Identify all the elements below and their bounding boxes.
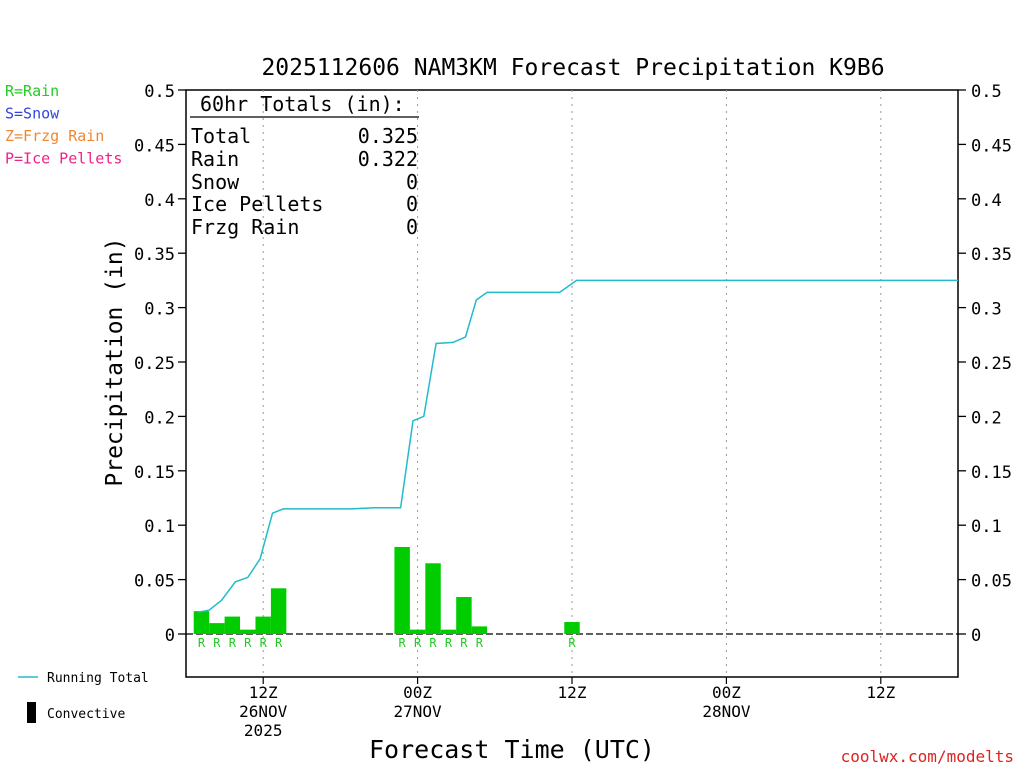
y-ticks-left: 0 0.05 0.1 0.15 0.2 0.25 0.3 0.35 0.4 0.45 0.5 (134, 82, 186, 646)
y-tick-label-right: 0.5 (971, 82, 1002, 102)
precip-bar (193, 611, 210, 634)
legend-item-1: R=Rain (5, 82, 59, 100)
x-axis-label: Forecast Time (UTC) (369, 735, 655, 764)
x-tick-label: 2025 (244, 721, 283, 740)
y-tick-label-left: 0.25 (134, 354, 175, 374)
totals-box: 60hr Totals (in): Total 0.325 Rain 0.322… (190, 92, 419, 239)
precip-bar (394, 546, 410, 634)
y-tick-label-right: 0.4 (971, 191, 1002, 211)
chart-title: 2025112606 NAM3KM Forecast Precipitation… (261, 55, 884, 81)
legend-item-4: P=Ice Pellets (5, 150, 122, 168)
x-tick-label: 12Z (249, 683, 278, 702)
totals-label-ice-pellets: Ice Pellets (191, 192, 323, 216)
totals-label-frzg-rain: Frzg Rain (191, 215, 299, 239)
precip-type-marker: R (476, 636, 484, 650)
y-tick-label-left: 0.4 (144, 191, 175, 211)
convective-legend-label: Convective (47, 707, 125, 722)
precip-bar (209, 623, 225, 634)
y-tick-label-right: 0.15 (971, 463, 1012, 483)
x-tick-label: 00Z (403, 683, 432, 702)
precip-type-marker: R (460, 636, 468, 650)
precip-bar (270, 588, 287, 634)
y-tick-label-left: 0.1 (144, 517, 175, 537)
y-tick-label-right: 0.45 (971, 136, 1012, 156)
y-tick-label-left: 0.45 (134, 136, 175, 156)
x-tick-label: 28NOV (702, 702, 751, 721)
precip-type-marker: R (229, 636, 237, 650)
x-tick-label: 27NOV (394, 702, 443, 721)
precip-type-marker: R (244, 636, 252, 650)
precip-type-legend: R=Rain S=Snow Z=Frzg Rain P=Ice Pellets (5, 82, 122, 168)
x-tick-label: 12Z (866, 683, 895, 702)
precip-bar (224, 616, 241, 634)
y-tick-label-right: 0 (971, 626, 981, 646)
running-total-series (198, 279, 958, 613)
y-tick-label-left: 0.3 (144, 300, 175, 320)
totals-value-rain: 0.322 (358, 147, 418, 171)
precip-type-marker: R (213, 636, 221, 650)
totals-value-frzg-rain: 0 (406, 215, 418, 239)
precip-bar (240, 629, 256, 634)
y-tick-label-right: 0.25 (971, 354, 1012, 374)
y-tick-label-left: 0.5 (144, 82, 175, 102)
precip-bar (564, 622, 580, 634)
y-tick-label-left: 0.15 (134, 463, 175, 483)
precip-bar (409, 629, 426, 634)
precip-type-marker: R (260, 636, 268, 650)
precip-bar (425, 563, 441, 634)
credit-text: coolwx.com/modelts (841, 747, 1014, 766)
precip-type-marker: R (429, 636, 437, 650)
y-tick-label-right: 0.35 (971, 245, 1012, 265)
precip-type-marker: R (399, 636, 407, 650)
convective-legend-swatch (27, 702, 36, 723)
legend-item-3: Z=Frzg Rain (5, 127, 104, 145)
y-axis-label: Precipitation (in) (102, 237, 128, 486)
y-tick-label-right: 0.05 (971, 572, 1012, 592)
precip-type-marker: R (198, 636, 206, 650)
precip-bar (471, 626, 488, 634)
precip-bar (456, 597, 472, 634)
precip-type-marker: R (275, 636, 283, 650)
precip-bar (255, 616, 271, 634)
y-tick-label-left: 0.35 (134, 245, 175, 265)
precip-bar (440, 629, 457, 634)
y-ticks-right: 0 0.05 0.1 0.15 0.2 0.25 0.3 0.35 0.4 0.45 0.5 (958, 82, 1012, 646)
y-tick-label-left: 0.2 (144, 408, 175, 428)
totals-value-total: 0.325 (358, 124, 418, 148)
precip-type-marker: R (414, 636, 422, 650)
x-tick-label: 12Z (558, 683, 587, 702)
running-total-legend-label: Running Total (47, 671, 149, 686)
y-tick-label-right: 0.2 (971, 408, 1002, 428)
y-tick-label-left: 0 (165, 626, 175, 646)
totals-label-total: Total (191, 124, 251, 148)
x-tick-label: 00Z (712, 683, 741, 702)
precip-type-marker: R (445, 636, 453, 650)
legend-item-2: S=Snow (5, 105, 60, 123)
y-tick-label-right: 0.1 (971, 517, 1002, 537)
running-total-line (198, 279, 958, 613)
totals-label-rain: Rain (191, 147, 239, 171)
totals-value-snow: 0 (406, 170, 418, 194)
y-tick-label-left: 0.05 (134, 572, 175, 592)
totals-label-snow: Snow (191, 170, 240, 194)
totals-header: 60hr Totals (in): (200, 92, 405, 116)
precip-bars (193, 546, 580, 634)
totals-value-ice-pellets: 0 (406, 192, 418, 216)
y-tick-label-right: 0.3 (971, 300, 1002, 320)
x-tick-label: 26NOV (239, 702, 288, 721)
precip-type-marker: R (568, 636, 576, 650)
